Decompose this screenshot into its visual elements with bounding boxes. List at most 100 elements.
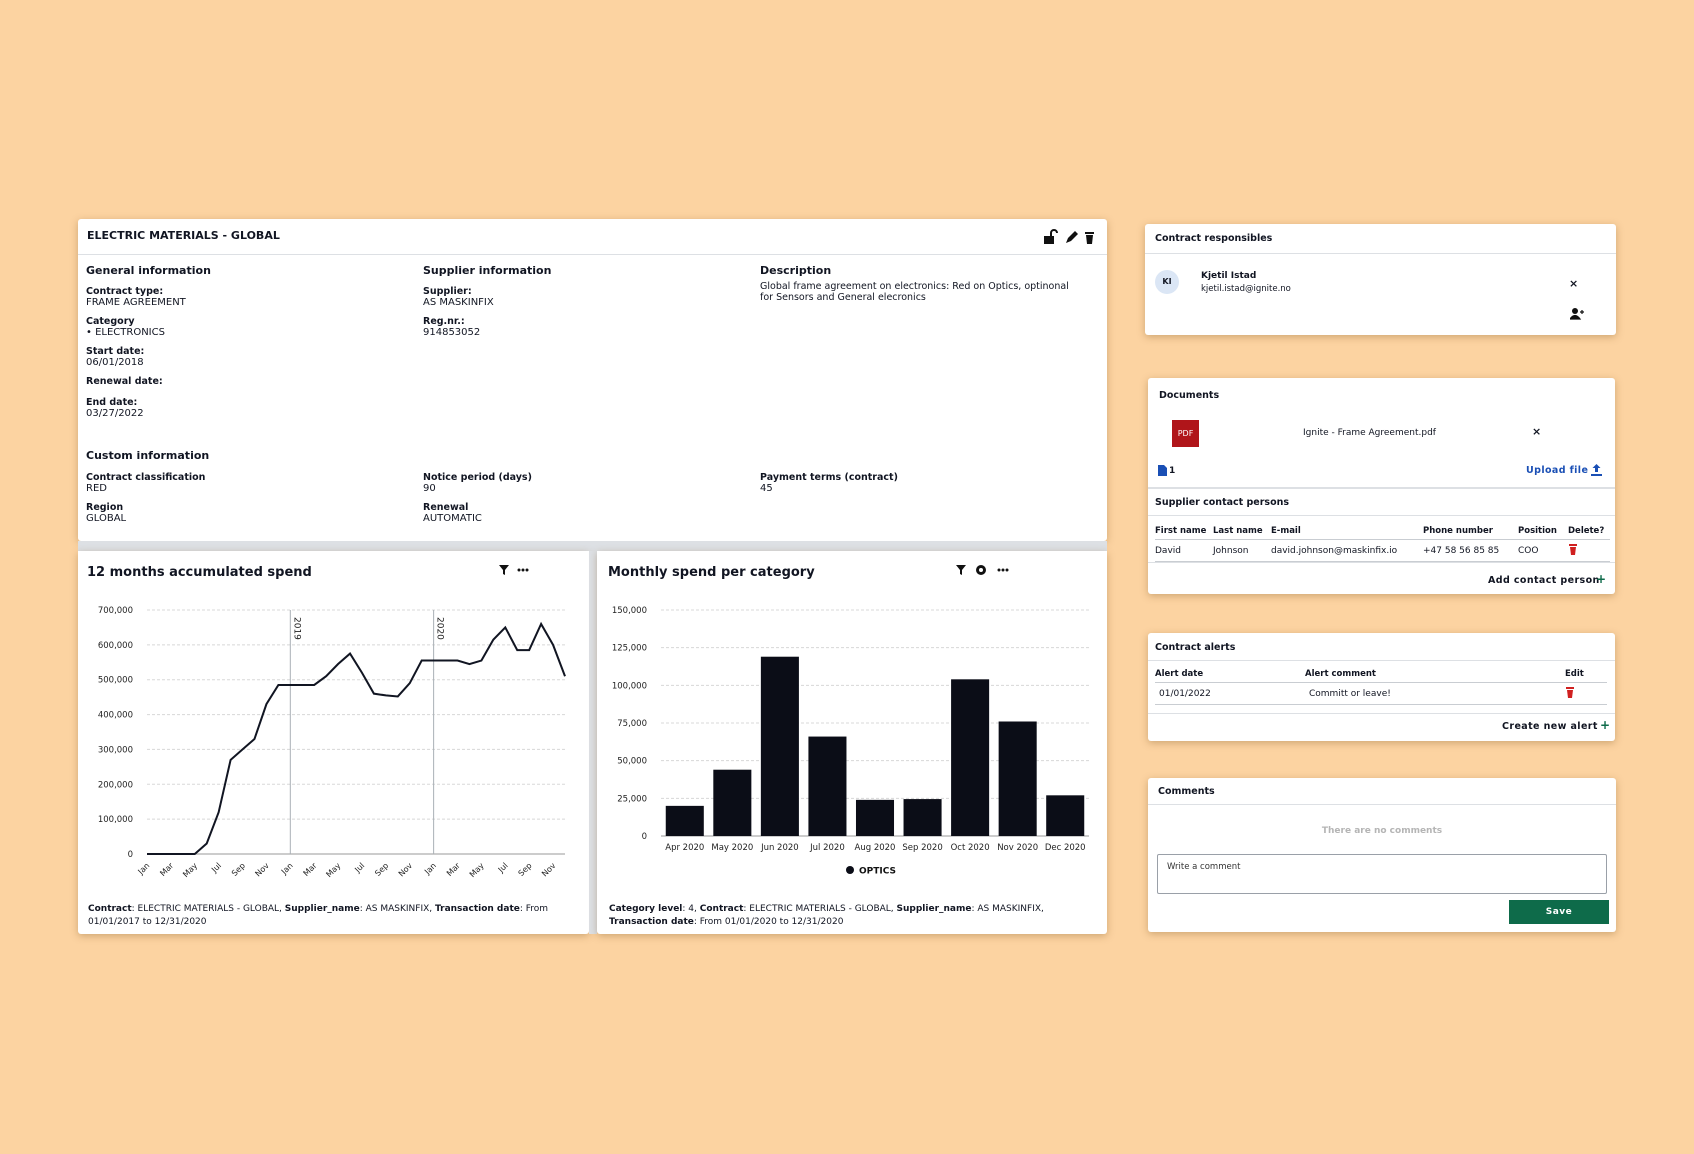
add-person-icon[interactable] [1570,308,1584,320]
field: Category • ELECTRONICS [86,316,406,338]
avatar: KI [1155,270,1179,294]
delete-icon[interactable] [1085,232,1094,244]
cell [1568,540,1610,562]
divider [78,541,1107,551]
alerts-table: Alert date Alert comment Edit 01/01/2022 Com… [1155,666,1607,705]
y-tick-label: 100,000 [612,681,647,691]
field: Contract type: FRAME AGREEMENT [86,286,406,308]
y-tick-label: 50,000 [617,757,647,767]
x-tick-label: Dec 2020 [1045,843,1086,853]
footnote-part: Supplier_name [284,904,360,914]
card-header [1148,633,1615,661]
settings-icon[interactable] [976,565,986,575]
x-tick-label: Jul [352,861,366,875]
field-label: Payment terms (contract) [760,472,898,483]
remove-icon[interactable]: × [1569,277,1579,290]
icon-shape [517,568,521,572]
column-header: Position [1518,526,1557,536]
add-contact-link[interactable]: Add contact person [1488,575,1600,586]
person-email: kjetil.istad@ignite.no [1201,284,1291,294]
field: Reg.nr.: 914853052 [423,316,743,338]
create-alert-link[interactable]: Create new alert [1502,721,1598,732]
save-button[interactable]: Save [1509,900,1609,924]
chart-footnote: Contract: ELECTRIC MATERIALS - GLOBAL, S… [88,903,583,929]
cell: Johnson [1213,545,1249,556]
bar [808,736,847,836]
icon-shape [1566,687,1574,698]
icon-shape [521,568,525,572]
x-tick-label: May [468,861,486,879]
more-icon[interactable] [997,568,1009,572]
field: Supplier: AS MASKINFIX [423,286,743,308]
legend-marker [846,866,854,874]
edit-icon[interactable] [1066,231,1078,243]
filter-icon[interactable] [499,565,509,575]
field-value: RED [86,483,107,494]
y-tick-label: 300,000 [98,745,133,755]
delete-icon[interactable] [1565,686,1575,698]
column-header: Alert comment [1305,669,1376,679]
header-row: First name Last name E-mail Phone number Pos… [1155,523,1610,540]
y-tick-label: 200,000 [98,780,133,790]
person-name: Kjetil Istad [1201,271,1257,281]
card-title: Supplier contact persons [1155,497,1290,508]
field-value: GLOBAL [86,513,127,524]
x-tick-label: Jul 2020 [809,843,845,853]
footnote-part: : ELECTRIC MATERIALS - GLOBAL, [131,904,285,914]
custom-heading: Custom information [86,449,210,462]
y-tick-label: 700,000 [98,606,133,616]
card-header [1148,488,1615,516]
bar [951,679,990,836]
column-header: Last name [1213,526,1263,536]
supplier-info: Supplier information Supplier: AS MASKINFI… [423,264,743,346]
field-label: Start date: [86,346,145,357]
field-value: 914853052 [423,327,481,338]
chart-title: Monthly spend per category [608,565,815,580]
divider [1148,713,1615,714]
x-tick-label: Sep [373,861,390,878]
line-series [147,621,566,855]
footnote-part: Transaction date [434,904,520,914]
card-title: Comments [1158,786,1215,797]
footnote-part: : From 01/01/2017 to 12/31/2020 [88,904,549,927]
footnote-part: Contract [699,904,744,914]
field: Payment terms (contract) 45 [760,472,1097,500]
y-tick-label: 25,000 [617,794,647,804]
icon-shape [499,565,509,575]
filter-icon[interactable] [956,565,966,575]
bar [1046,795,1085,836]
field-value: 45 [760,483,773,494]
add-icon[interactable]: + [1596,572,1607,586]
x-tick-label: Mar [158,861,176,879]
comment-placeholder: Write a comment [1167,862,1241,872]
field-value: 03/27/2022 [86,408,144,419]
chart-footnote: Category level: 4, Contract: ELECTRIC MA… [609,903,1099,929]
x-tick-label: Nov [540,861,558,879]
contacts-table: First name Last name E-mail Phone number Pos… [1155,523,1610,562]
upload-icon[interactable] [1591,464,1602,476]
field: Start date: 06/01/2018 [86,346,406,368]
footnote-part: : AS MASKINFIX, [971,904,1044,914]
header-row: Alert date Alert comment Edit [1155,666,1607,683]
icon-shape [1005,568,1009,572]
year-marker-label: 2020 [435,617,445,640]
comment-input[interactable]: Write a comment [1157,854,1607,894]
delete-icon[interactable] [1568,543,1578,555]
row: 01/01/2022 Committ or leave! [1155,683,1607,705]
x-tick-label: May 2020 [711,843,753,853]
remove-icon[interactable]: × [1532,425,1542,438]
footnote-part: Supplier_name [896,904,972,914]
column-header: Phone number [1423,526,1493,536]
bar [998,721,1037,836]
unlock-icon[interactable] [1044,229,1058,244]
icon-shape [525,568,529,572]
add-icon[interactable]: + [1600,718,1611,732]
line-chart: 12 months accumulated spend 0 100,000 200,0… [87,565,566,879]
more-icon[interactable] [517,568,529,572]
upload-link[interactable]: Upload file [1526,465,1589,476]
field-value: • ELECTRONICS [86,327,165,338]
file-name[interactable]: Ignite - Frame Agreement.pdf [1303,428,1436,438]
x-tick-label: May [181,861,199,879]
field: Contract classification RED [86,472,423,500]
card-header [1148,778,1616,805]
